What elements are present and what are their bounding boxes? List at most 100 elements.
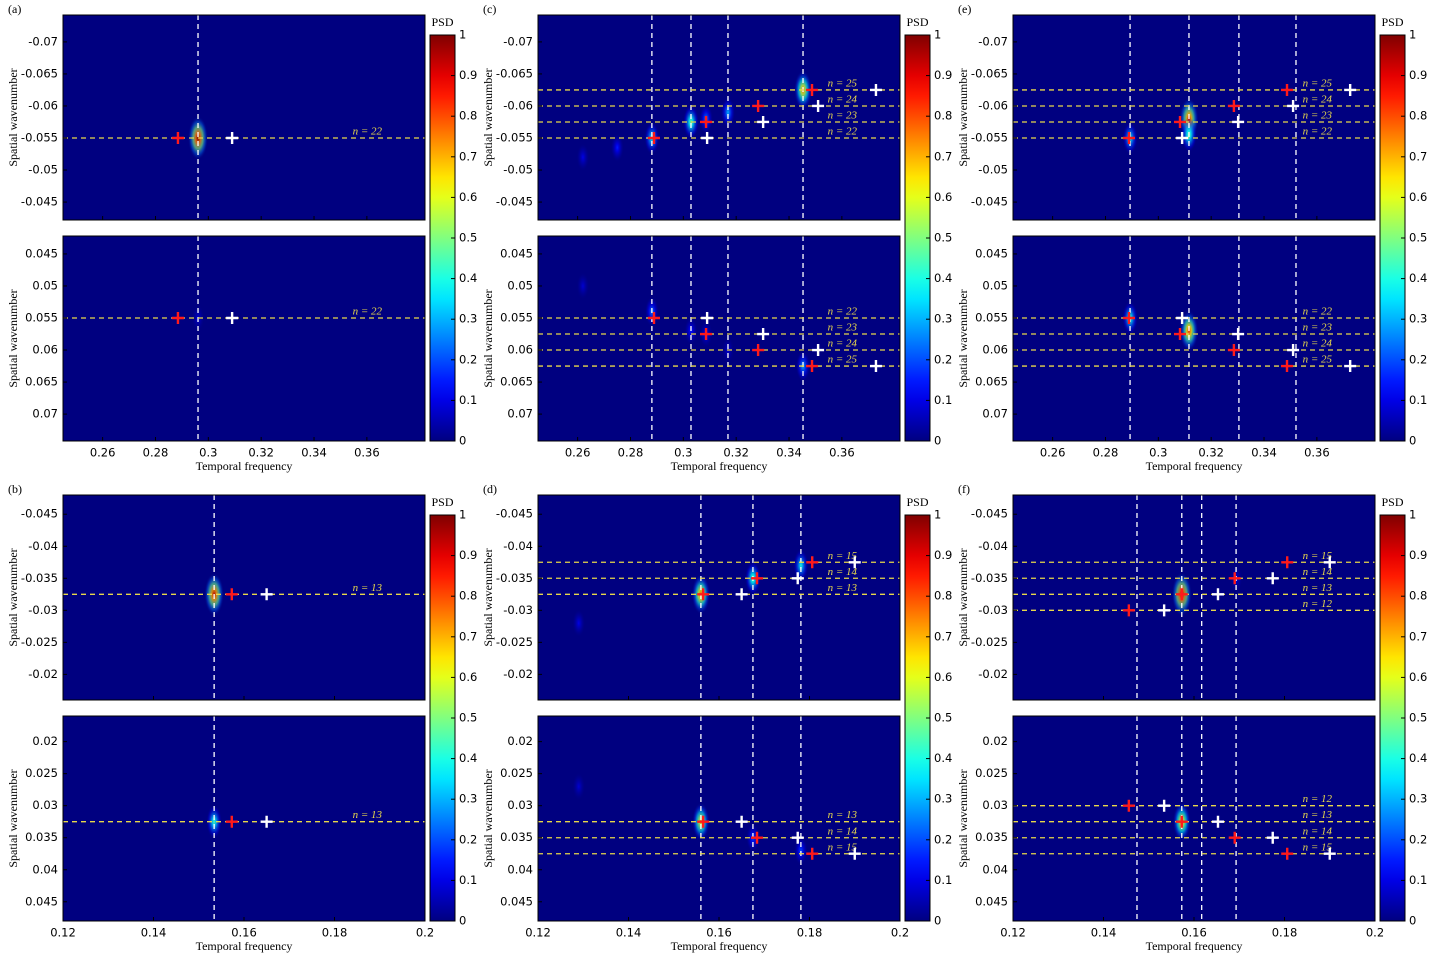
colorbar-label: PSD xyxy=(906,495,928,509)
subplot: n = 22 n = 23 n = 24 n = 25 xyxy=(1013,236,1375,441)
y-tick-label: 0.05 xyxy=(32,278,58,292)
x-tick-label: 0.26 xyxy=(90,446,116,460)
y-tick-label: -0.04 xyxy=(28,539,58,553)
white-cross xyxy=(1323,556,1336,569)
y-tick-label: -0.055 xyxy=(21,131,58,145)
x-axis-label: Temporal frequency xyxy=(196,459,293,473)
plot-background xyxy=(538,495,900,700)
red-cross xyxy=(1228,572,1241,585)
y-tick-label: 0.055 xyxy=(975,311,1008,325)
y-axis-label: Spatial wavenumber xyxy=(956,548,970,646)
colorbar-tick-label: 1 xyxy=(934,28,941,42)
colorbar-tick-label: 0 xyxy=(459,434,466,448)
plot-frame xyxy=(1012,235,1376,442)
panel-label: (d) xyxy=(483,482,497,496)
x-tick-label: 0.18 xyxy=(1272,926,1298,940)
y-tick-label: -0.03 xyxy=(503,603,533,617)
colorbar-tick-label: 0.6 xyxy=(459,670,477,684)
x-tick-label: 0.12 xyxy=(1000,926,1026,940)
red-cross xyxy=(1174,115,1186,128)
mode-label: n = 22 xyxy=(828,306,858,318)
colorbar-tick-label: 0.5 xyxy=(1409,711,1427,725)
y-tick-label: -0.05 xyxy=(503,163,533,177)
mode-label: n = 22 xyxy=(828,126,858,138)
red-cross xyxy=(1281,556,1294,569)
y-tick-label: -0.07 xyxy=(503,34,533,48)
mode-label: n = 25 xyxy=(828,354,858,366)
plot-background xyxy=(63,495,425,700)
y-axis-label: Spatial wavenumber xyxy=(481,68,495,166)
mode-label: n = 14 xyxy=(1303,566,1333,578)
y-tick-label: 0.06 xyxy=(507,343,533,357)
colorbar-tick-label: 0.9 xyxy=(934,68,952,82)
colorbar xyxy=(1379,34,1406,442)
plot-frame xyxy=(537,14,901,221)
colorbar-tick-label: 0.8 xyxy=(1409,589,1427,603)
colorbar-tick-label: 0.1 xyxy=(1409,873,1427,887)
mode-label: n = 22 xyxy=(353,126,383,138)
y-tick-label: -0.045 xyxy=(21,195,58,209)
mode-label: n = 15 xyxy=(1303,841,1333,853)
red-cross xyxy=(751,831,764,844)
x-axis-label: Temporal frequency xyxy=(671,939,768,953)
colorbar-tick-label: 1 xyxy=(934,508,941,522)
mode-label: n = 13 xyxy=(828,582,858,594)
subplot: n = 22 n = 23 n = 24 n = 25 xyxy=(538,236,900,441)
y-tick-label: 0.035 xyxy=(25,830,58,844)
mode-label: n = 24 xyxy=(828,338,858,350)
x-tick-label: 0.32 xyxy=(1198,446,1224,460)
colorbar-label: PSD xyxy=(1381,495,1403,509)
colorbar-tick-label: 0 xyxy=(1409,434,1416,448)
red-cross xyxy=(752,99,765,112)
x-tick-label: 0.36 xyxy=(829,446,855,460)
mode-label: n = 13 xyxy=(828,809,858,821)
colorbar-tick-label: 0.6 xyxy=(459,190,477,204)
plot-frame xyxy=(1012,14,1376,221)
psd-peak xyxy=(682,104,699,140)
white-cross xyxy=(701,312,714,324)
y-tick-label: -0.045 xyxy=(496,195,533,209)
colorbar-tick-label: 0.7 xyxy=(1409,149,1427,163)
white-cross xyxy=(1158,604,1171,617)
red-cross xyxy=(806,556,819,569)
colorbar xyxy=(429,514,456,922)
red-cross xyxy=(225,815,238,828)
red-cross xyxy=(1123,132,1135,144)
x-tick-label: 0.32 xyxy=(723,446,749,460)
x-tick-label: 0.16 xyxy=(1181,926,1207,940)
y-tick-label: -0.045 xyxy=(971,195,1008,209)
red-cross xyxy=(697,588,710,601)
white-cross xyxy=(226,312,239,324)
colorbar-tick-label: 0.6 xyxy=(1409,190,1427,204)
white-cross xyxy=(757,115,770,128)
red-cross xyxy=(647,312,660,324)
y-tick-label: 0.03 xyxy=(982,798,1008,812)
x-axis-label: Temporal frequency xyxy=(1146,459,1243,473)
plot-background xyxy=(1013,716,1375,921)
red-cross xyxy=(806,847,819,860)
colorbar-tick-label: 0.6 xyxy=(934,670,952,684)
mode-label: n = 25 xyxy=(828,77,858,89)
colorbar-tick-label: 1 xyxy=(1409,508,1416,522)
mode-label: n = 24 xyxy=(1303,338,1333,350)
plot-background xyxy=(538,716,900,921)
y-tick-label: 0.045 xyxy=(25,894,58,908)
white-cross xyxy=(1344,360,1357,373)
white-cross xyxy=(260,588,273,601)
y-tick-label: 0.07 xyxy=(982,407,1008,421)
y-tick-label: -0.02 xyxy=(978,667,1008,681)
x-tick-label: 0.28 xyxy=(143,446,169,460)
plot-frame xyxy=(62,14,426,221)
colorbar-tick-label: 0 xyxy=(1409,914,1416,928)
plot-frame xyxy=(537,235,901,442)
y-tick-label: -0.055 xyxy=(971,131,1008,145)
plot-background xyxy=(63,716,425,921)
y-tick-label: 0.03 xyxy=(32,798,58,812)
x-tick-label: 0.3 xyxy=(674,446,692,460)
white-cross xyxy=(260,815,273,828)
colorbar-tick-label: 0.8 xyxy=(1409,109,1427,123)
y-tick-label: 0.04 xyxy=(982,862,1008,876)
colorbar-tick-label: 1 xyxy=(459,28,466,42)
mode-label: n = 22 xyxy=(1303,126,1333,138)
